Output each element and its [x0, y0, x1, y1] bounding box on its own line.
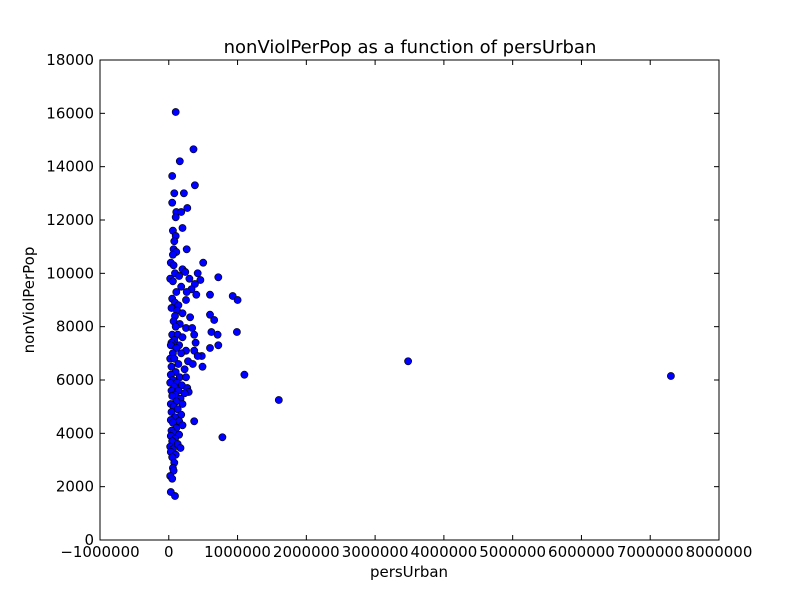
data-point — [190, 330, 199, 339]
data-point — [193, 352, 202, 360]
data-point — [190, 181, 199, 190]
data-point — [178, 333, 187, 342]
data-point — [169, 261, 178, 270]
data-point — [181, 268, 190, 276]
data-point — [199, 258, 208, 267]
data-point — [183, 204, 192, 212]
data-point — [232, 328, 241, 336]
x-axis-ticks: −1000000 0 1000000 2000000 3000000 4000000 500… — [60, 60, 752, 561]
data-point — [182, 296, 190, 304]
x-tick-label: 3000000 — [342, 543, 409, 561]
data-point — [188, 360, 197, 368]
y-tick-label: 18000 — [46, 51, 94, 69]
data-point — [177, 282, 186, 291]
data-point — [171, 213, 180, 222]
data-point — [198, 362, 207, 371]
data-point — [180, 389, 189, 398]
data-point — [182, 245, 191, 254]
data-point — [214, 341, 223, 350]
data-point — [168, 392, 177, 400]
plot-frame — [99, 59, 720, 541]
x-axis-title: persUrban — [370, 563, 448, 581]
y-axis-title: nonViolPerPop — [20, 247, 38, 354]
y-tick-label: 8000 — [56, 318, 94, 336]
y-tick-label: 14000 — [46, 158, 94, 176]
data-point — [174, 360, 183, 368]
x-tick-label: −1000000 — [60, 543, 139, 561]
data-point — [167, 362, 176, 371]
data-point — [175, 157, 184, 166]
data-point — [218, 433, 227, 442]
y-tick-label: 0 — [84, 531, 94, 549]
chart-title: nonViolPerPop as a function of persUrban — [224, 37, 597, 58]
data-point — [206, 290, 214, 299]
data-point — [213, 330, 222, 339]
data-point — [240, 370, 249, 379]
x-tick-label: 5000000 — [479, 543, 546, 561]
y-tick-label: 16000 — [46, 104, 94, 122]
data-point — [206, 310, 214, 319]
y-tick-label: 4000 — [56, 424, 94, 442]
data-point — [172, 288, 181, 296]
data-point — [168, 277, 177, 286]
data-point — [206, 344, 214, 352]
data-point — [188, 324, 197, 332]
data-point — [178, 224, 187, 232]
x-tick-label: 1000000 — [204, 543, 271, 561]
y-tick-label: 6000 — [56, 371, 94, 389]
data-point — [210, 316, 219, 324]
data-point — [185, 274, 194, 283]
data-point — [177, 208, 186, 216]
data-point — [192, 290, 201, 299]
data-point — [404, 357, 412, 366]
data-point — [193, 269, 202, 278]
data-point — [178, 309, 187, 318]
data-point — [182, 373, 190, 382]
data-point — [180, 365, 189, 374]
x-tick-label: 6000000 — [548, 543, 615, 561]
data-point — [176, 444, 185, 452]
data-point — [171, 492, 179, 500]
x-tick-label: 8000000 — [686, 543, 753, 561]
data-point — [667, 372, 675, 380]
data-point — [168, 474, 177, 483]
y-tick-label: 2000 — [56, 478, 94, 496]
data-point — [168, 250, 177, 259]
data-point — [186, 313, 194, 322]
data-point — [189, 145, 198, 154]
data-point — [274, 396, 283, 404]
data-point — [233, 296, 242, 304]
data-point — [191, 338, 200, 347]
x-tick-label: 2000000 — [273, 543, 340, 561]
data-point — [168, 172, 177, 180]
data-point — [171, 322, 180, 331]
data-point — [170, 189, 179, 198]
data-points — [166, 108, 675, 500]
data-point — [190, 417, 199, 426]
data-point — [171, 108, 180, 116]
data-point — [179, 189, 188, 198]
data-point — [196, 276, 205, 284]
data-point — [175, 272, 183, 280]
y-tick-label: 10000 — [46, 264, 94, 282]
data-point — [168, 198, 177, 207]
x-tick-label: 7000000 — [617, 543, 684, 561]
data-point — [170, 237, 179, 246]
data-point — [177, 349, 186, 358]
x-tick-label: 4000000 — [410, 543, 477, 561]
data-point — [170, 354, 179, 363]
data-point — [178, 400, 187, 408]
y-axis-ticks: 0 2000 4000 6000 8000 10000 12000 14000 16000 180… — [46, 51, 719, 549]
data-point — [182, 288, 191, 296]
x-tick-label: 0 — [164, 543, 174, 561]
y-tick-label: 12000 — [46, 211, 94, 229]
data-point — [214, 273, 223, 282]
